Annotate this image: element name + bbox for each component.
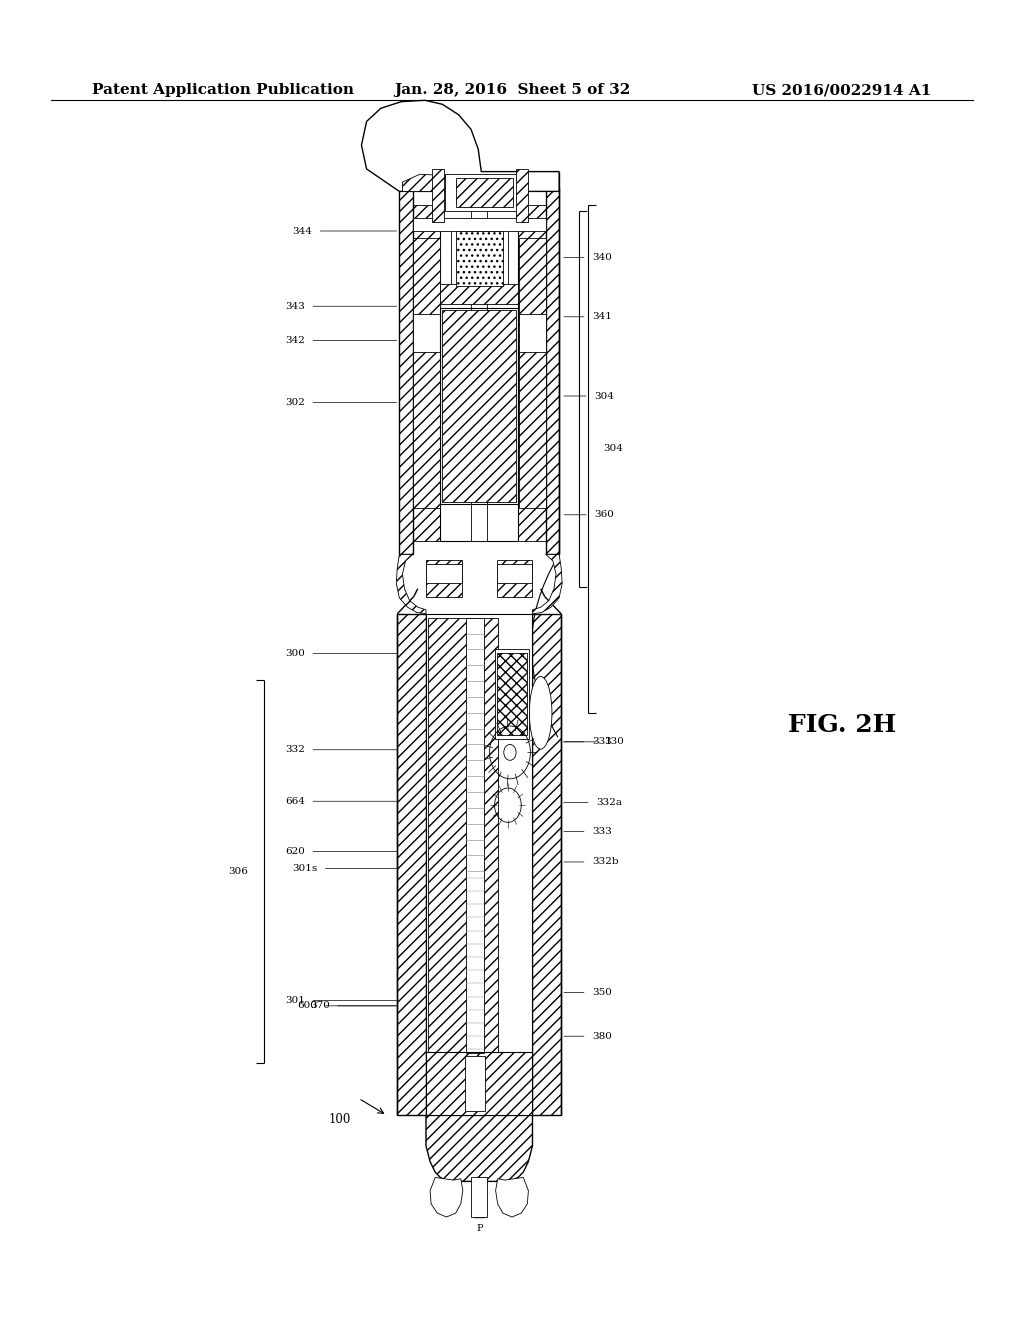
Bar xyxy=(428,618,498,1053)
Bar xyxy=(426,1052,532,1115)
Text: 300: 300 xyxy=(286,649,305,657)
Text: 620: 620 xyxy=(286,847,305,855)
Text: Patent Application Publication: Patent Application Publication xyxy=(92,83,354,98)
Bar xyxy=(546,187,559,554)
Bar xyxy=(471,1177,487,1217)
Bar xyxy=(519,352,546,508)
Bar xyxy=(426,560,462,597)
Bar xyxy=(413,352,440,508)
Text: 332a: 332a xyxy=(596,799,622,807)
Bar xyxy=(495,649,529,739)
Text: FIG. 2H: FIG. 2H xyxy=(788,713,897,737)
Text: 332: 332 xyxy=(286,746,305,754)
Bar xyxy=(413,218,546,231)
Bar xyxy=(532,614,561,1115)
Polygon shape xyxy=(361,100,559,191)
Text: US 2016/0022914 A1: US 2016/0022914 A1 xyxy=(753,83,932,98)
Text: 304: 304 xyxy=(594,392,613,400)
Bar xyxy=(519,238,546,317)
Bar xyxy=(516,169,528,222)
Text: 344: 344 xyxy=(293,227,312,235)
Text: 306: 306 xyxy=(228,867,248,875)
Ellipse shape xyxy=(529,676,552,748)
Text: 301: 301 xyxy=(286,997,305,1005)
Text: 304: 304 xyxy=(603,445,623,453)
Text: 664: 664 xyxy=(286,797,305,805)
Bar xyxy=(465,1056,485,1111)
Bar xyxy=(426,614,532,1056)
Bar xyxy=(497,560,532,597)
Text: 341: 341 xyxy=(592,313,611,321)
Bar xyxy=(442,310,516,502)
Bar xyxy=(413,205,546,541)
Text: 360: 360 xyxy=(594,511,613,519)
Polygon shape xyxy=(532,554,562,614)
Bar xyxy=(440,308,518,504)
Bar xyxy=(445,174,523,211)
Text: 600: 600 xyxy=(298,1002,317,1010)
Text: 100: 100 xyxy=(329,1113,351,1126)
Polygon shape xyxy=(430,1177,463,1217)
Text: 342: 342 xyxy=(286,337,305,345)
Bar xyxy=(497,564,532,583)
Polygon shape xyxy=(496,1177,528,1217)
Polygon shape xyxy=(396,554,426,614)
Bar xyxy=(456,231,503,286)
Text: 343: 343 xyxy=(286,302,305,310)
Text: 302: 302 xyxy=(286,399,305,407)
Text: 350: 350 xyxy=(592,989,611,997)
Bar xyxy=(497,653,527,735)
Text: 380: 380 xyxy=(592,1032,611,1040)
Bar xyxy=(471,205,487,541)
Bar xyxy=(519,314,546,356)
Circle shape xyxy=(504,744,516,760)
Bar xyxy=(432,169,444,222)
Bar xyxy=(451,227,508,290)
Bar xyxy=(440,205,518,541)
Bar xyxy=(456,178,513,207)
Polygon shape xyxy=(426,1115,532,1181)
Text: 331: 331 xyxy=(592,738,611,746)
Bar xyxy=(413,314,440,356)
Bar xyxy=(440,284,518,304)
Bar xyxy=(426,1052,532,1115)
Bar xyxy=(399,187,413,554)
Bar xyxy=(397,614,426,1115)
Bar xyxy=(442,207,516,535)
Bar xyxy=(426,564,462,583)
Text: 330: 330 xyxy=(604,738,624,746)
Text: P: P xyxy=(476,1224,482,1233)
Bar xyxy=(413,238,440,317)
Bar xyxy=(466,618,484,1053)
Text: 332b: 332b xyxy=(592,858,618,866)
Polygon shape xyxy=(402,174,476,191)
Text: 333: 333 xyxy=(592,828,611,836)
Text: 301s: 301s xyxy=(292,865,317,873)
Text: 340: 340 xyxy=(592,253,611,261)
Text: 370: 370 xyxy=(310,1002,330,1010)
Text: Jan. 28, 2016  Sheet 5 of 32: Jan. 28, 2016 Sheet 5 of 32 xyxy=(394,83,630,98)
